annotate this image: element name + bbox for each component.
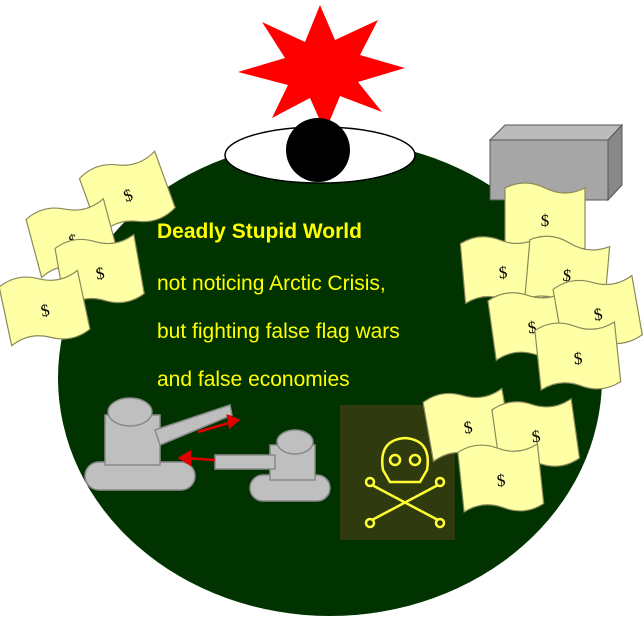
message-line: not noticing Arctic Crisis, [157,272,386,295]
title: Deadly Stupid World [157,220,362,243]
illustration: Deadly Stupid World not noticing Arctic … [0,0,643,619]
bill: $ [534,317,621,395]
bill: $ [457,439,544,517]
explosion [238,5,405,132]
message-line: but fighting false flag wars [157,320,400,343]
bill-label: $ [498,263,508,283]
message-line: and false economies [157,368,350,391]
bill-label: $ [541,211,550,230]
bomb [286,118,350,182]
